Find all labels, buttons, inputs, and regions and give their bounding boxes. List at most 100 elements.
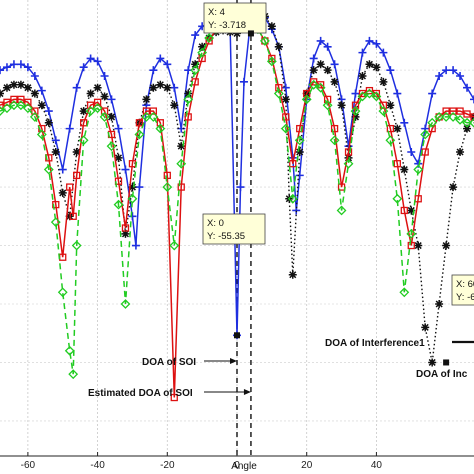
data-point <box>163 83 172 92</box>
data-point <box>100 107 109 115</box>
data-point <box>309 66 318 75</box>
data-point <box>294 135 305 146</box>
arrowhead <box>243 389 251 395</box>
data-point <box>357 91 368 102</box>
data-point <box>93 57 102 66</box>
data-point <box>100 92 109 101</box>
data-point <box>121 229 130 238</box>
datatip[interactable]: X: 0 Y: -55.35 <box>202 213 266 339</box>
data-point <box>170 101 179 110</box>
datatip-marker <box>443 359 450 366</box>
data-point <box>469 117 474 128</box>
data-point <box>24 98 32 106</box>
data-point <box>449 183 458 192</box>
data-point <box>51 136 60 145</box>
annotation-interference2: DOA of Inc <box>416 369 468 380</box>
data-point <box>351 89 360 98</box>
data-point <box>386 124 395 133</box>
data-point <box>448 112 459 122</box>
data-point <box>127 193 138 204</box>
data-point <box>190 65 201 76</box>
data-point <box>343 158 354 169</box>
datatip-marker <box>247 30 254 37</box>
data-point <box>65 124 74 133</box>
data-point <box>378 106 389 116</box>
data-point <box>393 89 402 98</box>
data-point <box>406 228 417 239</box>
data-point <box>470 113 474 121</box>
data-point <box>427 117 438 128</box>
data-point <box>114 177 123 185</box>
data-point <box>323 42 332 51</box>
data-point <box>301 94 312 105</box>
data-point <box>113 199 124 210</box>
data-point <box>198 54 206 63</box>
data-point <box>236 183 245 192</box>
data-point <box>37 86 46 95</box>
data-point <box>462 117 472 128</box>
data-point <box>163 171 171 180</box>
annotation-layer: DOA of SOI Estimated DOA of SOI DOA of Int… <box>88 338 474 399</box>
data-point <box>155 123 166 134</box>
data-point <box>43 164 54 175</box>
x-axis-ticks: -60 -40 -20 0 20 40 <box>21 452 382 471</box>
data-point <box>322 100 333 111</box>
data-point <box>281 83 290 92</box>
data-point <box>372 63 381 72</box>
data-point <box>261 37 269 45</box>
data-point <box>330 124 339 133</box>
data-point <box>16 80 25 89</box>
datatip[interactable]: X: 60 Y: -60 <box>443 274 474 366</box>
data-point <box>358 48 367 57</box>
data-point <box>288 270 297 279</box>
x-tick-label: -20 <box>160 460 175 471</box>
data-point <box>365 60 374 69</box>
datatip-x: X: 0 <box>207 218 224 229</box>
data-point <box>350 106 361 116</box>
data-point <box>176 158 187 169</box>
data-point <box>66 183 74 191</box>
data-point <box>330 60 339 69</box>
data-point <box>141 112 152 122</box>
data-point <box>315 82 326 93</box>
data-point <box>17 95 25 104</box>
data-point <box>400 118 409 127</box>
data-point <box>2 83 11 92</box>
data-point <box>86 89 95 98</box>
data-point <box>0 106 5 116</box>
data-point <box>421 124 430 133</box>
data-point <box>316 36 325 45</box>
data-point <box>428 89 437 98</box>
data-point <box>184 113 192 121</box>
data-point <box>156 54 165 63</box>
data-point <box>351 112 360 121</box>
data-point <box>99 112 110 122</box>
data-point <box>79 63 88 72</box>
data-point <box>0 66 4 75</box>
data-point <box>149 66 158 75</box>
data-point <box>57 287 68 298</box>
data-point <box>58 188 67 197</box>
data-point <box>289 160 297 168</box>
data-point <box>148 112 159 122</box>
data-point <box>456 148 465 156</box>
data-point <box>392 193 403 204</box>
data-point <box>142 95 151 104</box>
data-point <box>295 148 304 156</box>
datatip[interactable]: X: 4 Y: -3.718 <box>203 2 267 37</box>
data-point <box>400 206 408 215</box>
data-point <box>3 98 11 106</box>
data-point <box>303 89 311 98</box>
data-point <box>9 60 18 69</box>
data-point <box>379 77 388 86</box>
data-point <box>177 183 185 191</box>
data-point <box>323 95 332 104</box>
data-point <box>204 33 215 43</box>
datatip-x: X: 4 <box>208 7 225 18</box>
data-point <box>414 159 423 168</box>
data-point <box>79 107 88 116</box>
data-point <box>121 224 130 232</box>
data-point <box>191 31 200 40</box>
data-point <box>330 77 339 86</box>
data-point <box>22 103 33 114</box>
